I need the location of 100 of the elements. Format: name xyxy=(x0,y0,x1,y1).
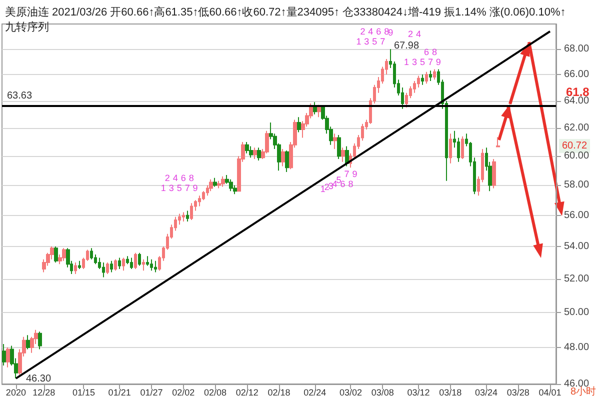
text: 2 xyxy=(408,28,414,39)
y-tick-label: 58.00 xyxy=(564,180,590,191)
candlestick xyxy=(345,146,349,167)
text: 5 xyxy=(336,175,342,186)
text: 9 xyxy=(388,28,394,38)
text: 3 xyxy=(328,181,334,192)
candlestick xyxy=(333,133,337,150)
y-tick-label: 62.00 xyxy=(564,122,590,134)
candlestick xyxy=(198,195,201,207)
x-tick-label: 03/24 xyxy=(474,388,498,398)
candlestick xyxy=(182,212,185,222)
candlestick xyxy=(257,147,261,161)
x-tick-label: 03/12 xyxy=(407,388,430,398)
candlestick xyxy=(110,260,113,273)
candlestick xyxy=(285,150,289,173)
text: 6 xyxy=(340,179,346,190)
x-tick-label: 01/27 xyxy=(140,388,163,398)
candlestick xyxy=(425,71,428,84)
candlestick xyxy=(114,258,117,272)
candlestick xyxy=(209,178,213,192)
candlestick xyxy=(429,70,432,82)
candlestick xyxy=(297,116,301,133)
y-tick-label: 60.00 xyxy=(564,150,590,162)
candlestick xyxy=(78,260,81,270)
text: 1 xyxy=(404,56,410,67)
candlestick xyxy=(496,136,500,148)
text: 6 xyxy=(376,26,382,37)
text: 8 xyxy=(348,179,354,190)
y-tick-label: 56.00 xyxy=(564,210,590,221)
text: 4 xyxy=(416,28,422,39)
candlestick xyxy=(281,148,285,167)
candlestick xyxy=(341,147,345,162)
candlestick xyxy=(118,257,121,270)
candlestick xyxy=(249,146,253,158)
text: 8 xyxy=(384,26,390,37)
x-tick-label: 02/02 xyxy=(172,388,195,398)
y-tick-label: 48.00 xyxy=(564,342,590,354)
candlestick xyxy=(142,258,145,272)
text: 8小时 xyxy=(570,386,596,398)
x-tick-label: 02/18 xyxy=(268,388,290,398)
candlestick xyxy=(229,178,233,192)
x-tick-label: 02/24 xyxy=(304,388,326,398)
candlestick xyxy=(38,331,42,350)
annotation: 46.30 xyxy=(26,374,52,384)
candlestick xyxy=(122,257,125,272)
text: 3 xyxy=(168,183,174,194)
text: 1 xyxy=(320,184,326,194)
chart-subtitle: 九转序列 xyxy=(5,20,49,34)
candlestick xyxy=(130,257,133,270)
x-tick-label: 03/28 xyxy=(506,388,530,398)
candlestick xyxy=(337,134,341,160)
candlestick xyxy=(213,177,217,188)
candlestick xyxy=(221,176,225,188)
candlestick xyxy=(150,258,153,272)
x-tick-label: 04/01 xyxy=(538,388,562,398)
text: 8 xyxy=(188,173,194,184)
candlestick xyxy=(146,256,149,266)
text: 2 xyxy=(164,173,170,184)
text: 3 xyxy=(412,56,418,67)
text: 6 xyxy=(180,173,186,184)
text: 4 xyxy=(368,26,374,37)
candlestick xyxy=(433,68,436,80)
candlestick xyxy=(126,256,129,265)
text: 6 xyxy=(424,46,429,57)
candlestick xyxy=(421,74,424,86)
text: 4 xyxy=(172,173,178,184)
text: 9 xyxy=(436,56,441,67)
x-tick-label: 2020 xyxy=(6,388,26,398)
text: 7 xyxy=(184,183,190,194)
y-tick-label: 52.00 xyxy=(564,273,590,284)
text: 5 xyxy=(420,56,425,67)
candlestick xyxy=(2,343,6,366)
candlestick xyxy=(54,246,58,264)
ref-line-label: 63.63 xyxy=(7,90,32,102)
candlestick xyxy=(106,262,109,274)
candlestick xyxy=(492,158,496,189)
x-tick-label: 02/12 xyxy=(236,388,258,398)
candlestick xyxy=(62,248,66,262)
text: 60.72 xyxy=(562,140,588,152)
y-tick-label: 64.00 xyxy=(564,95,590,106)
y-tick-label: 54.00 xyxy=(564,241,590,252)
y-tick-label: 66.00 xyxy=(564,68,590,80)
text: 7 xyxy=(344,169,350,180)
chart-title: 美原油连 2021/03/26 开60.66↑高61.35↑低60.66↑收60.72↑量234095↑ 仓33380424↓增-419 振1.14% 涨(0.06)0.10%↑ xyxy=(5,6,566,18)
text: 5 xyxy=(372,36,378,47)
candlestick xyxy=(461,136,464,160)
x-tick-label: 03/18 xyxy=(439,388,462,398)
candlestick xyxy=(154,260,157,273)
text: 9 xyxy=(352,169,358,180)
text: 2 xyxy=(324,182,330,192)
candlestick xyxy=(217,180,221,189)
x-tick-label: 12/28 xyxy=(32,388,56,398)
x-tick-label: 03/02 xyxy=(339,388,362,398)
text: 4 xyxy=(332,179,338,190)
text: 1 xyxy=(160,183,166,194)
text: 1 xyxy=(356,36,362,47)
candlestick xyxy=(186,210,189,222)
candlestick xyxy=(90,248,93,260)
candlestick xyxy=(138,252,141,266)
candlestick xyxy=(26,334,30,350)
